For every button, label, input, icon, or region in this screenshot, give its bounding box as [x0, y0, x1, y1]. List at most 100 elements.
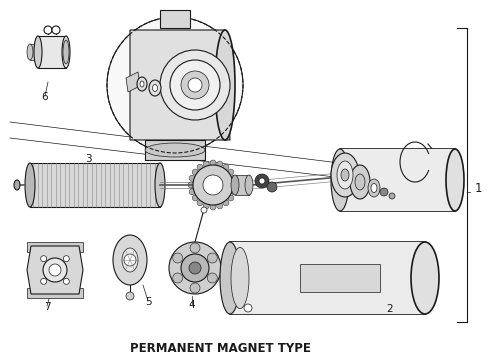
Circle shape [380, 188, 388, 196]
Bar [235, 175, 249, 195]
Bar [145, 140, 205, 160]
Circle shape [244, 304, 252, 312]
Circle shape [231, 175, 237, 181]
Ellipse shape [368, 179, 380, 197]
Polygon shape [130, 30, 230, 140]
Ellipse shape [137, 77, 147, 91]
Circle shape [189, 189, 195, 195]
Ellipse shape [220, 242, 240, 314]
Circle shape [43, 258, 67, 282]
Bar [27, 288, 83, 298]
Ellipse shape [62, 36, 70, 68]
Bar [38, 36, 66, 68]
Ellipse shape [140, 81, 144, 87]
Ellipse shape [215, 30, 235, 140]
Bar [30, 163, 160, 207]
Ellipse shape [14, 180, 20, 190]
Circle shape [231, 189, 237, 195]
Circle shape [107, 17, 243, 153]
Bar [230, 242, 425, 314]
Bar [340, 149, 455, 211]
Circle shape [207, 253, 218, 263]
Circle shape [172, 253, 183, 263]
Polygon shape [27, 246, 83, 294]
Circle shape [189, 262, 201, 274]
Ellipse shape [160, 50, 230, 120]
Circle shape [188, 182, 194, 188]
Circle shape [169, 242, 221, 294]
Text: 7: 7 [44, 302, 50, 312]
Text: 4: 4 [189, 300, 196, 310]
Ellipse shape [331, 149, 349, 211]
Ellipse shape [149, 80, 161, 96]
Circle shape [203, 203, 209, 209]
Circle shape [207, 273, 218, 283]
Circle shape [255, 174, 269, 188]
Ellipse shape [231, 247, 249, 309]
Circle shape [63, 256, 69, 262]
Circle shape [63, 278, 69, 284]
Circle shape [193, 165, 233, 205]
Bar [300, 264, 380, 292]
Circle shape [189, 175, 195, 181]
Circle shape [197, 164, 203, 170]
Ellipse shape [122, 248, 138, 272]
Circle shape [203, 175, 223, 195]
Bar [160, 10, 190, 28]
Ellipse shape [355, 174, 365, 190]
Polygon shape [126, 72, 140, 92]
Circle shape [41, 256, 47, 262]
Ellipse shape [145, 143, 205, 157]
Circle shape [259, 178, 265, 184]
Text: 2: 2 [387, 304, 393, 314]
Ellipse shape [341, 169, 349, 181]
Circle shape [217, 161, 223, 167]
Bar [30, 44, 38, 60]
Ellipse shape [188, 78, 202, 92]
Text: 1: 1 [474, 182, 482, 195]
Ellipse shape [371, 184, 377, 193]
Text: 6: 6 [42, 92, 49, 102]
Ellipse shape [350, 165, 370, 199]
Circle shape [210, 160, 216, 166]
Circle shape [203, 161, 209, 167]
Circle shape [223, 200, 229, 206]
Circle shape [267, 182, 277, 192]
Circle shape [228, 169, 234, 175]
Ellipse shape [181, 71, 209, 99]
Ellipse shape [63, 40, 69, 64]
Ellipse shape [446, 149, 464, 211]
Circle shape [190, 283, 200, 293]
Text: PERMANENT MAGNET TYPE: PERMANENT MAGNET TYPE [129, 342, 311, 355]
Circle shape [49, 264, 61, 276]
Circle shape [44, 26, 52, 34]
Circle shape [228, 195, 234, 201]
Ellipse shape [331, 153, 359, 197]
Circle shape [223, 164, 229, 170]
Circle shape [197, 200, 203, 206]
Ellipse shape [152, 85, 157, 91]
Circle shape [181, 254, 209, 282]
Ellipse shape [231, 175, 239, 195]
Circle shape [217, 203, 223, 209]
Text: 5: 5 [130, 114, 136, 124]
Ellipse shape [25, 163, 35, 207]
Ellipse shape [170, 60, 220, 110]
Circle shape [201, 207, 207, 213]
Circle shape [108, 18, 242, 152]
Circle shape [232, 182, 238, 188]
Ellipse shape [245, 175, 253, 195]
Circle shape [192, 195, 198, 201]
Circle shape [41, 278, 47, 284]
Ellipse shape [113, 235, 147, 285]
Circle shape [124, 254, 136, 266]
Text: 3: 3 [85, 154, 91, 164]
Bar [27, 242, 83, 252]
Circle shape [172, 273, 183, 283]
Ellipse shape [337, 161, 353, 189]
Circle shape [126, 292, 134, 300]
Circle shape [52, 26, 60, 34]
Ellipse shape [27, 44, 33, 60]
Circle shape [192, 169, 198, 175]
Circle shape [190, 243, 200, 253]
